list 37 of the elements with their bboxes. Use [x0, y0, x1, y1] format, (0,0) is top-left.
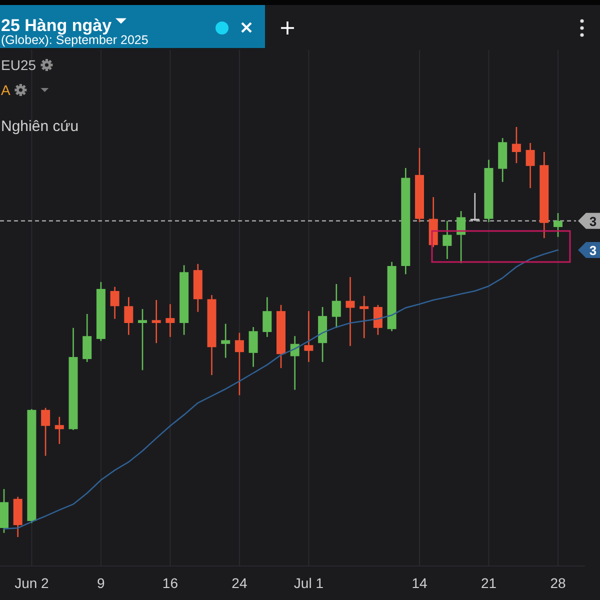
candlestick	[54, 416, 64, 445]
x-tick-label: Jul 1	[294, 575, 324, 591]
candlestick	[110, 286, 120, 320]
candlestick	[82, 313, 92, 363]
candlestick	[332, 283, 341, 329]
candlestick	[166, 303, 175, 338]
candlestick	[234, 332, 244, 396]
candlestick	[346, 276, 355, 347]
annotation: 3	[589, 214, 597, 229]
candlestick	[152, 299, 161, 344]
candlestick	[360, 295, 369, 339]
candlestick	[456, 210, 466, 264]
candlestick	[373, 304, 382, 336]
candlestick	[442, 220, 452, 260]
candlestick	[512, 126, 521, 164]
candlestick	[41, 407, 50, 456]
candlestick	[124, 296, 134, 336]
annotation: Nghiên cứu	[1, 118, 79, 135]
x-tick-label: 16	[162, 575, 178, 591]
candlestick	[262, 296, 272, 338]
x-tick-label: 9	[97, 575, 106, 591]
annotation: 3	[589, 243, 597, 258]
chart-title: 25 Hàng ngày	[1, 16, 112, 35]
x-tick-label: 14	[412, 575, 428, 591]
x-tick-label: Jun 2	[14, 575, 50, 591]
candlestick	[304, 310, 314, 363]
x-tick-label: 21	[480, 575, 497, 591]
candlestick	[526, 142, 535, 189]
candlestick	[248, 326, 258, 368]
text: A	[1, 82, 11, 98]
x-tick-label: 28	[550, 575, 566, 591]
text: EU25	[1, 57, 36, 73]
candlestick	[470, 192, 480, 222]
candlestick	[554, 212, 562, 238]
candlestick	[138, 308, 147, 371]
candlestick	[221, 323, 230, 358]
x-tick-label: 24	[232, 575, 248, 591]
